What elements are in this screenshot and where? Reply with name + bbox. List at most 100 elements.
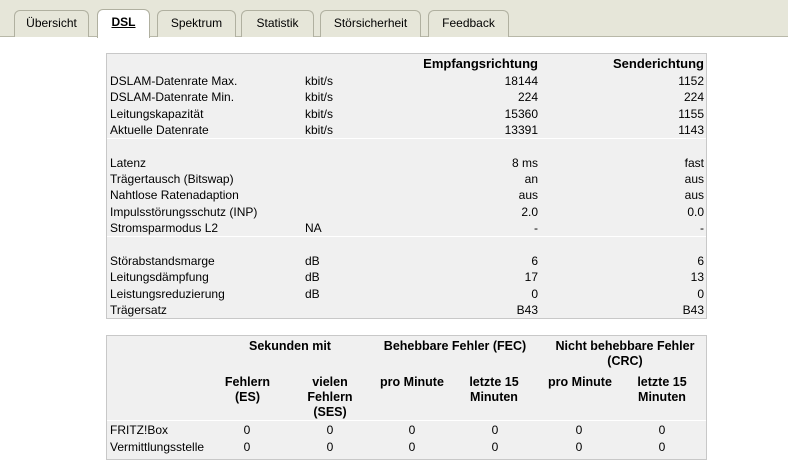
row-label: Leitungsdämpfung	[110, 270, 209, 284]
row-separator	[107, 138, 706, 139]
value-fec-min: 0	[408, 440, 416, 454]
row-tx-value: fast	[684, 156, 704, 170]
row-rx-value: 15360	[504, 107, 538, 121]
header-seconds: Sekunden mit	[249, 339, 331, 353]
tab-bar: Übersicht DSL Spektrum Statistik Störsic…	[0, 0, 788, 38]
tab-uebersicht[interactable]: Übersicht	[14, 10, 89, 37]
row-tx-value: 13	[690, 270, 704, 284]
tab-feedback[interactable]: Feedback	[428, 10, 509, 37]
header-rx: Empfangsrichtung	[423, 56, 538, 71]
value-fec-15: 0	[491, 423, 499, 437]
table-row: Impulsstörungsschutz (INP) 2.0 0.0	[107, 204, 706, 220]
row-rx-value: 6	[531, 254, 538, 268]
row-label: DSLAM-Datenrate Max.	[110, 74, 238, 88]
row-tx-value: 6	[697, 254, 704, 268]
subheader-fec-per-minute: pro Minute	[380, 375, 444, 389]
row-label: DSLAM-Datenrate Min.	[110, 90, 235, 104]
value-crc-15: 0	[658, 440, 666, 454]
row-tx-value: -	[700, 221, 704, 235]
table-row: Leitungskapazität kbit/s 15360 1155	[107, 106, 706, 122]
tab-stoersicherheit[interactable]: Störsicherheit	[320, 10, 421, 37]
table-row: Latenz 8 ms fast	[107, 155, 706, 171]
header-fec: Behebbare Fehler (FEC)	[383, 339, 527, 353]
table-row: Störabstandsmarge dB 6 6	[107, 253, 706, 269]
row-rx-value: 18144	[504, 74, 538, 88]
tab-spektrum[interactable]: Spektrum	[157, 10, 236, 37]
table-row: Vermittlungsstelle 0 0 0 0 0 0	[107, 439, 706, 455]
table-row: Trägersatz B43 B43	[107, 302, 706, 318]
row-label: Aktuelle Datenrate	[110, 123, 209, 137]
row-unit: dB	[305, 254, 320, 268]
row-unit: kbit/s	[305, 90, 334, 104]
row-rx-value: 224	[517, 90, 538, 104]
table-row: FRITZ!Box 0 0 0 0 0 0	[107, 422, 706, 438]
row-unit: kbit/s	[305, 107, 334, 121]
dsl-line-table: Empfangsrichtung Senderichtung DSLAM-Dat…	[106, 53, 707, 319]
subheader-crc-15-min: letzte 15 Minuten	[637, 375, 687, 404]
row-separator	[107, 236, 706, 237]
value-crc-min: 0	[575, 440, 583, 454]
row-label: FRITZ!Box	[110, 423, 169, 437]
table-row: DSLAM-Datenrate Min. kbit/s 224 224	[107, 89, 706, 105]
row-separator	[107, 420, 706, 421]
row-label: Nahtlose Ratenadaption	[110, 188, 239, 202]
row-tx-value: aus	[684, 188, 704, 202]
row-rx-value: B43	[516, 303, 538, 317]
subheader-crc-per-minute: pro Minute	[548, 375, 612, 389]
table-row: Leitungsdämpfung dB 17 13	[107, 269, 706, 285]
table-row: Stromsparmodus L2 NA - -	[107, 220, 706, 236]
subheader-fec-15-min: letzte 15 Minuten	[469, 375, 519, 404]
row-tx-value: 1155	[678, 107, 704, 121]
row-unit: dB	[305, 287, 320, 301]
row-unit: NA	[305, 221, 322, 235]
row-rx-value: 8 ms	[511, 156, 538, 170]
row-tx-value: B43	[682, 303, 704, 317]
table-row: Trägertausch (Bitswap) an aus	[107, 171, 706, 187]
row-label: Leistungsreduzierung	[110, 287, 225, 301]
value-fec-min: 0	[408, 423, 416, 437]
subheader-es: Fehlern (ES)	[224, 375, 271, 404]
row-tx-value: aus	[684, 172, 704, 186]
row-rx-value: -	[534, 221, 538, 235]
header-tx: Senderichtung	[612, 56, 704, 71]
table-row: DSLAM-Datenrate Max. kbit/s 18144 1152	[107, 73, 706, 89]
row-tx-value: 0	[697, 287, 704, 301]
subheader-ses: vielen Fehlern (SES)	[307, 375, 353, 419]
row-rx-value: an	[524, 172, 538, 186]
table-row: Aktuelle Datenrate kbit/s 13391 1143	[107, 122, 706, 138]
row-rx-value: 2.0	[521, 205, 538, 219]
value-crc-min: 0	[575, 423, 583, 437]
row-rx-value: 13391	[504, 123, 538, 137]
row-label: Störabstandsmarge	[110, 254, 215, 268]
value-fec-15: 0	[491, 440, 499, 454]
tab-dsl[interactable]: DSL	[97, 9, 150, 38]
value-ses: 0	[326, 440, 334, 454]
row-unit: dB	[305, 270, 320, 284]
tab-statistik[interactable]: Statistik	[241, 10, 314, 37]
value-es: 0	[243, 423, 251, 437]
row-label: Stromsparmodus L2	[110, 221, 219, 235]
error-stats-table: Sekunden mit Behebbare Fehler (FEC) Nich…	[106, 335, 707, 460]
row-tx-value: 1143	[678, 123, 704, 137]
value-es: 0	[243, 440, 251, 454]
value-ses: 0	[326, 423, 334, 437]
table-header: Empfangsrichtung Senderichtung	[107, 56, 706, 72]
row-unit: kbit/s	[305, 74, 334, 88]
row-label: Latenz	[110, 156, 147, 170]
header-crc: Nicht behebbare Fehler (CRC)	[555, 339, 695, 368]
row-tx-value: 1152	[678, 74, 704, 88]
row-label: Trägertausch (Bitswap)	[110, 172, 234, 186]
row-rx-value: aus	[518, 188, 538, 202]
table-row: Nahtlose Ratenadaption aus aus	[107, 187, 706, 203]
row-rx-value: 17	[524, 270, 538, 284]
row-label: Vermittlungsstelle	[110, 440, 205, 454]
row-label: Impulsstörungsschutz (INP)	[110, 205, 258, 219]
row-label: Leitungskapazität	[110, 107, 204, 121]
row-label: Trägersatz	[110, 303, 167, 317]
table-row: Leistungsreduzierung dB 0 0	[107, 286, 706, 302]
row-rx-value: 0	[531, 287, 538, 301]
row-tx-value: 224	[683, 90, 704, 104]
row-tx-value: 0.0	[687, 205, 704, 219]
row-unit: kbit/s	[305, 123, 334, 137]
value-crc-15: 0	[658, 423, 666, 437]
